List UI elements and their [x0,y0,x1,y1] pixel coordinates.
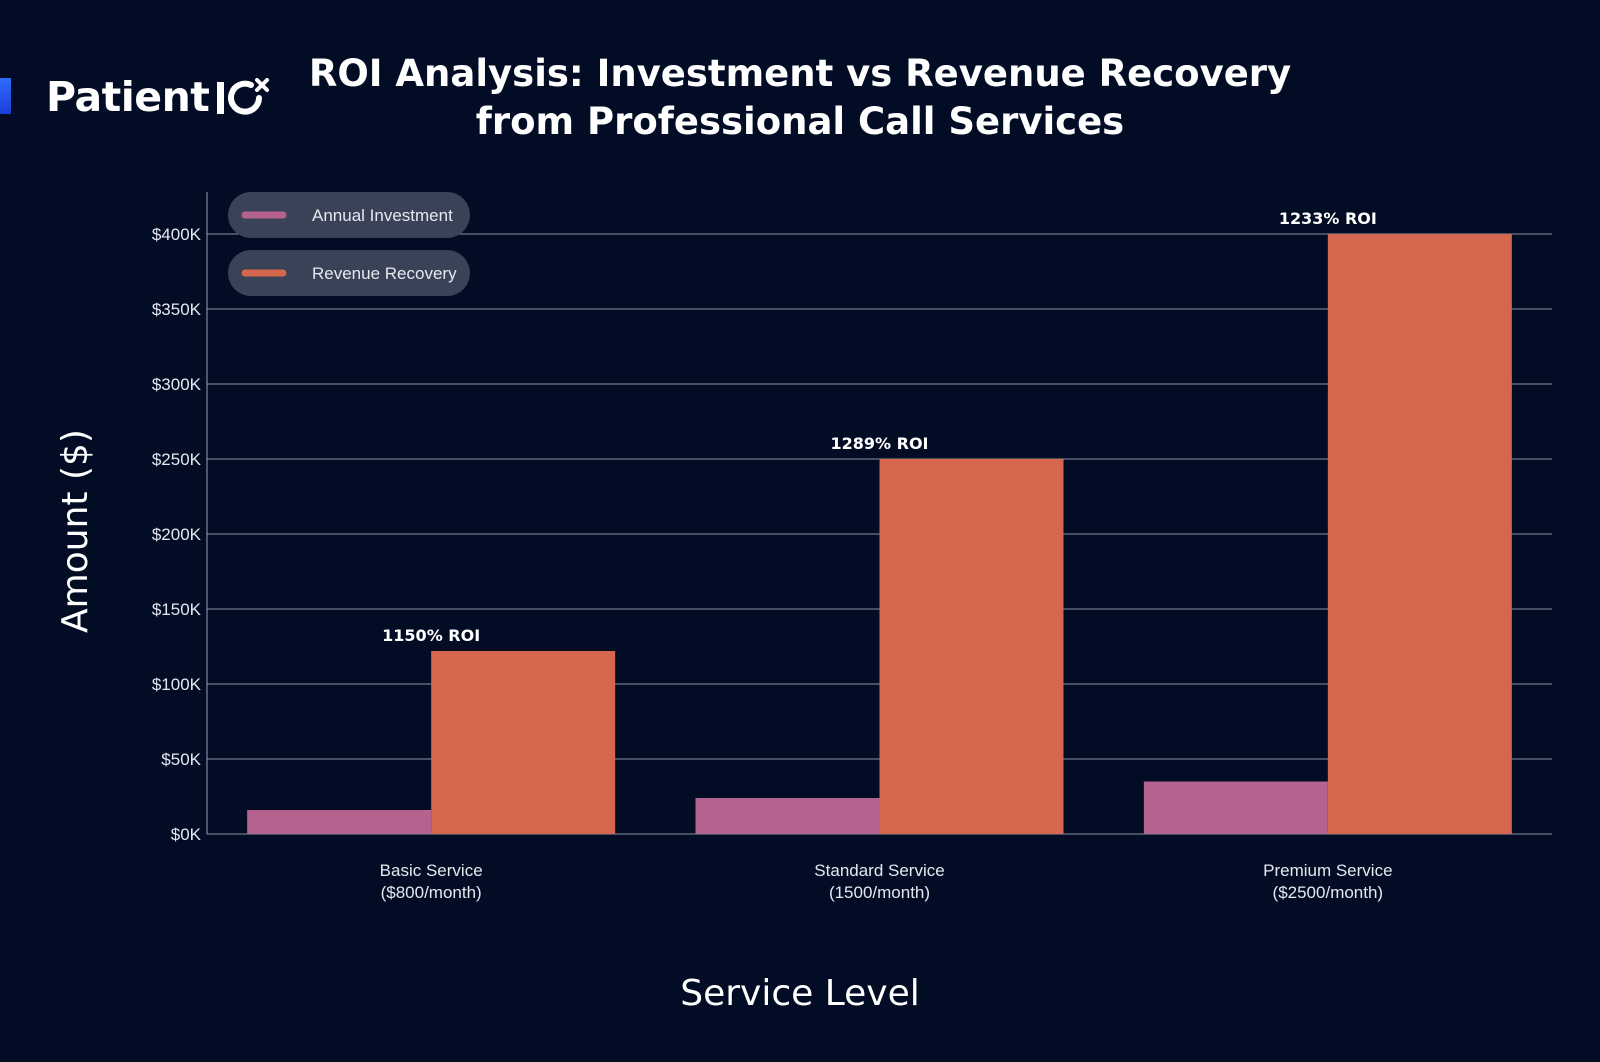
x-category-label: Premium Service [1263,861,1392,880]
legend-pill [228,250,470,296]
logo-wordmark: Patient [46,73,210,121]
patient-10x-logo: Patient [46,70,271,124]
x-axis-title: Service Level [680,973,920,1014]
bar-annual-investment [1143,781,1328,834]
roi-annotation: 1150% ROI [382,626,480,645]
legend-label: Annual Investment [312,206,453,225]
x-category-label: Basic Service [380,861,483,880]
legend-item: Revenue Recovery [228,250,470,296]
labels: $0K $50K $100K $150K $200K $250K $300K $350K $40… [55,209,1393,1014]
y-tick-label: $300K [152,375,202,394]
logo-10x-mark-icon [217,78,270,115]
legend: Annual Investment Revenue Recovery [228,192,470,296]
bar-revenue-recovery [431,651,616,834]
y-tick-label: $350K [152,300,202,319]
legend-item: Annual Investment [228,192,470,238]
bars [247,234,1512,834]
chart-title: ROI Analysis: Investment vs Revenue Reco… [300,50,1300,146]
x-category-label: ($2500/month) [1273,883,1384,902]
x-category-label: ($800/month) [381,883,482,902]
bar-annual-investment [247,810,432,834]
bar-revenue-recovery [879,459,1064,834]
roi-annotation: 1289% ROI [830,434,928,453]
y-tick-label: $250K [152,450,202,469]
y-tick-label: $50K [161,750,201,769]
legend-pill [228,192,470,238]
bar-annual-investment [695,798,880,834]
y-tick-label: $200K [152,525,202,544]
y-tick-label: $0K [171,825,202,844]
brand-accent-bar [0,78,11,114]
bar-revenue-recovery [1327,234,1512,834]
x-category-label: Standard Service [814,861,944,880]
roi-annotation: 1233% ROI [1279,209,1377,228]
y-tick-label: $100K [152,675,202,694]
y-tick-label: $150K [152,600,202,619]
y-tick-label: $400K [152,225,202,244]
legend-label: Revenue Recovery [312,264,457,283]
y-axis-title: Amount ($) [55,429,96,633]
chart-title-line-1: ROI Analysis: Investment vs Revenue Reco… [308,52,1292,95]
x-category-label: (1500/month) [829,883,930,902]
chart-title-line-2: from Professional Call Services [475,100,1125,143]
